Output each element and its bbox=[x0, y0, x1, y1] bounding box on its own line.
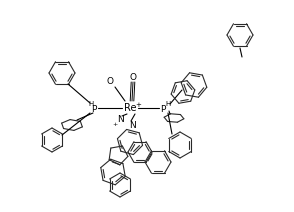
Text: P: P bbox=[91, 105, 97, 113]
Text: H: H bbox=[165, 101, 171, 107]
Text: H: H bbox=[88, 101, 93, 107]
Text: P: P bbox=[160, 105, 166, 113]
Text: O: O bbox=[106, 78, 113, 86]
Text: Re: Re bbox=[124, 103, 136, 113]
Text: N: N bbox=[117, 116, 123, 124]
Text: N: N bbox=[130, 120, 136, 130]
Text: +: + bbox=[112, 123, 118, 127]
Text: O: O bbox=[129, 73, 136, 81]
Text: +: + bbox=[135, 102, 141, 108]
